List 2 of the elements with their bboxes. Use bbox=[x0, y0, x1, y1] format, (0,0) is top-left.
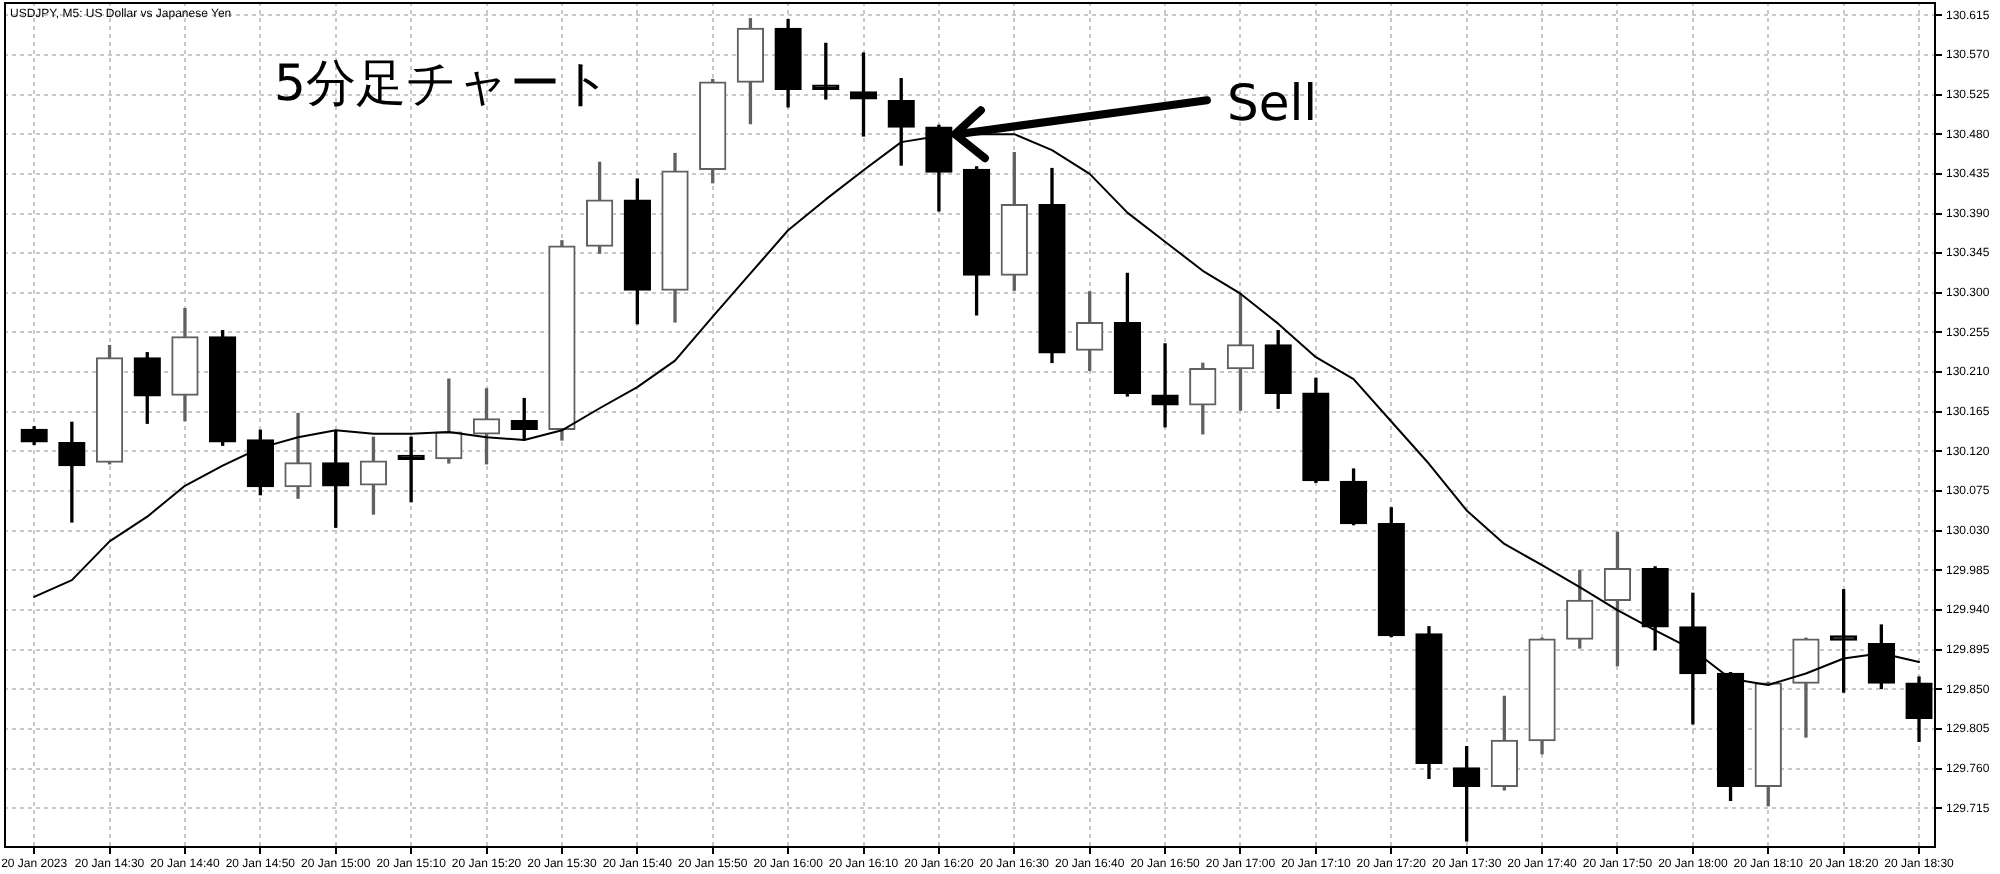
annotation: Sell bbox=[1226, 74, 1318, 133]
text: 5分足チャート bbox=[274, 54, 612, 112]
